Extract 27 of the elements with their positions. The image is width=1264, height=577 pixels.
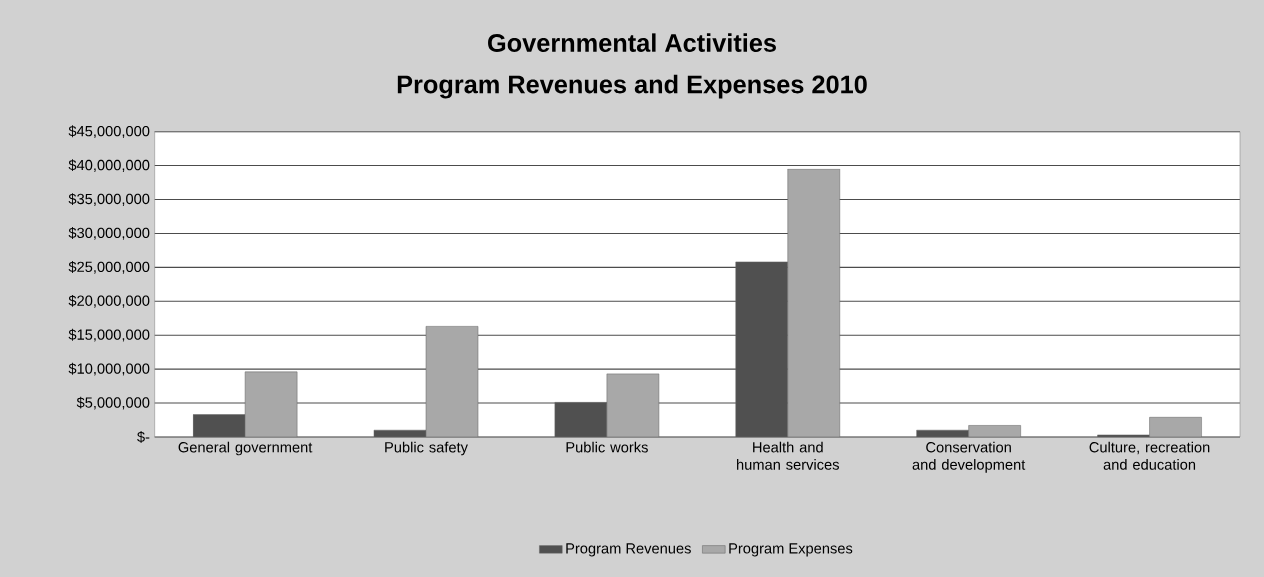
y-tick-label: $5,000,000 — [76, 396, 150, 410]
bar — [1149, 417, 1202, 437]
chart-title: Governmental Activities — [488, 33, 776, 52]
x-tick-label: Public works — [566, 441, 648, 453]
legend-label: Program Expenses — [729, 543, 853, 557]
y-tick-label: $10,000,000 — [68, 362, 150, 376]
legend-label: Program Revenues — [566, 543, 691, 557]
chart-subtitle: Program Revenues and Expenses 2010 — [397, 74, 867, 99]
x-tick-label: Conservation and development — [912, 441, 1026, 473]
x-tick-label: Culture, recreation and education — [1089, 441, 1210, 470]
y-tick-label: $25,000,000 — [68, 261, 150, 274]
y-tick-label: $15,000,000 — [68, 328, 150, 342]
bar — [554, 402, 608, 437]
y-tick-label: $35,000,000 — [68, 193, 150, 206]
y-tick-label: $40,000,000 — [68, 159, 150, 172]
bar — [244, 371, 298, 437]
y-tick-label: $20,000,000 — [68, 294, 150, 308]
bar — [192, 414, 246, 437]
y-tick-label: $30,000,000 — [68, 227, 150, 240]
x-tick-label: General government — [178, 441, 313, 456]
y-tick-label: $45,000,000 — [68, 125, 150, 139]
x-tick-label: Public safety — [385, 441, 468, 456]
y-tick-label: $- — [137, 431, 150, 443]
bar — [425, 326, 479, 437]
x-tick-label: Health and human services — [737, 441, 839, 470]
bar — [606, 373, 660, 437]
bar — [787, 168, 841, 437]
